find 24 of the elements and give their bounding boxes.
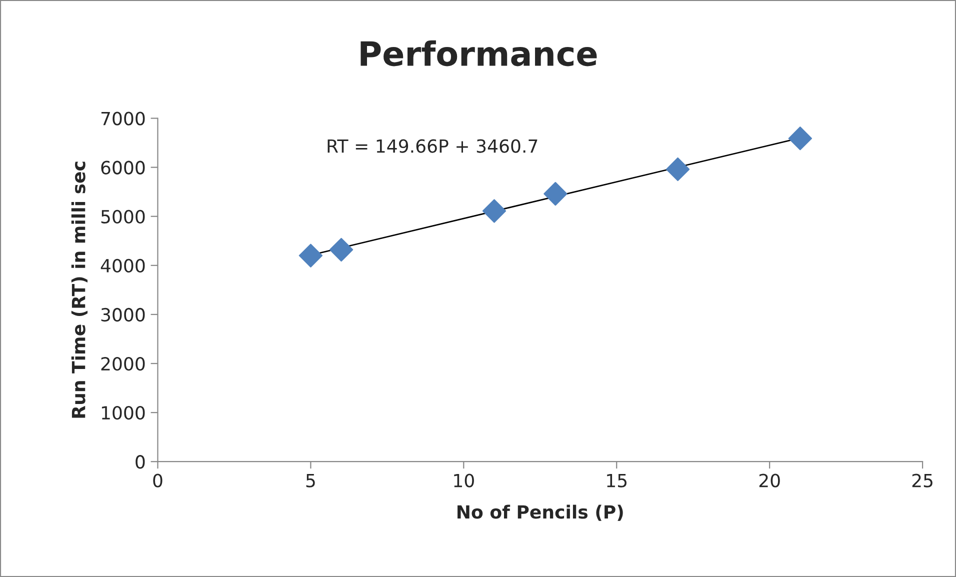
x-tick-label: 20 bbox=[759, 474, 780, 488]
y-axis-title: Run Time (RT) in milli sec bbox=[71, 162, 88, 418]
y-tick-label: 7000 bbox=[101, 112, 145, 126]
x-tick-label: 10 bbox=[454, 474, 474, 488]
point bbox=[482, 199, 506, 223]
y-tick-label: 2000 bbox=[101, 356, 145, 371]
y-tick-label: 6000 bbox=[101, 160, 145, 174]
annotation: RT = 149.66P + 3460.7 bbox=[328, 139, 538, 153]
x-tick-label: 25 bbox=[912, 474, 932, 488]
y-tick-label: 0 bbox=[136, 455, 145, 469]
chart-title: Performance bbox=[360, 40, 597, 66]
point bbox=[544, 182, 568, 206]
y-tick-label: 3000 bbox=[101, 308, 145, 322]
y-tick-label: 4000 bbox=[100, 258, 145, 273]
point bbox=[666, 157, 690, 182]
y-tick-label: 1000 bbox=[102, 406, 145, 420]
x-tick-label: 0 bbox=[153, 474, 162, 488]
point bbox=[298, 244, 323, 268]
point bbox=[329, 238, 354, 262]
point bbox=[788, 126, 812, 150]
x-tick-label: 5 bbox=[306, 474, 315, 488]
y-tick-label: 5000 bbox=[101, 210, 145, 224]
x-tick-label: 15 bbox=[607, 474, 627, 488]
x-axis-title: No of Pencils (P) bbox=[458, 504, 623, 521]
